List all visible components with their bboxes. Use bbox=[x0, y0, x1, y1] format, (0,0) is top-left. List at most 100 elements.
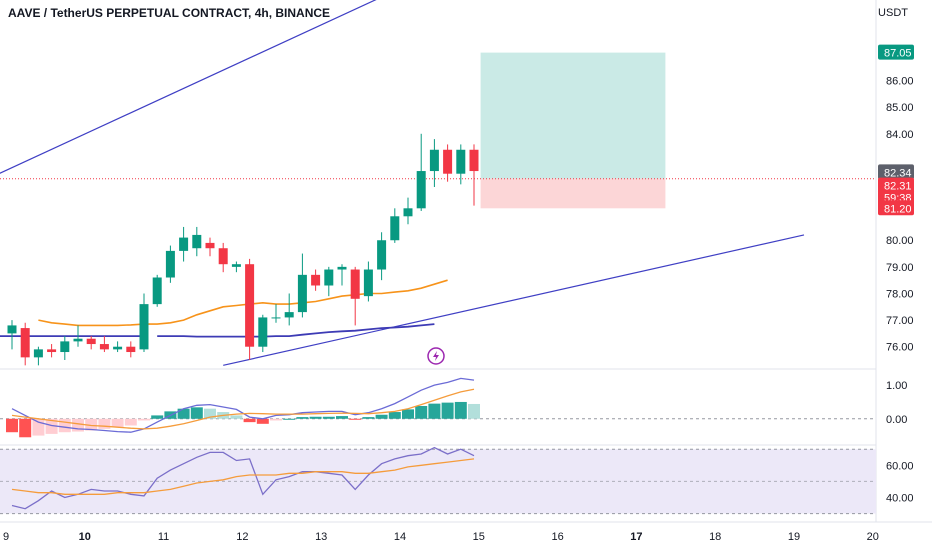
candle-body bbox=[33, 349, 43, 358]
time-tick-label: 12 bbox=[236, 531, 248, 543]
candle-body bbox=[403, 208, 413, 217]
macd-histogram-bar bbox=[454, 401, 467, 419]
candle-body bbox=[324, 269, 334, 286]
price-tag-label: 81.20 bbox=[884, 203, 912, 215]
macd-histogram-bar bbox=[32, 418, 45, 436]
candle-body bbox=[179, 237, 189, 251]
price-tag-label: 87.05 bbox=[884, 48, 912, 60]
macd-histogram-bar bbox=[336, 416, 348, 419]
macd-histogram-bar bbox=[58, 418, 71, 433]
macd-histogram-bar bbox=[243, 418, 256, 423]
macd-histogram-bar bbox=[204, 408, 216, 419]
macd-histogram-bar bbox=[230, 415, 243, 419]
price-tick-label: 86.00 bbox=[886, 76, 914, 88]
candle-body bbox=[284, 312, 294, 318]
stop-loss-zone bbox=[480, 178, 666, 209]
ma-fast-line bbox=[38, 279, 448, 327]
candle-body bbox=[152, 277, 162, 305]
trendline bbox=[223, 234, 805, 366]
macd-signal-line bbox=[11, 388, 475, 430]
candle-body bbox=[99, 344, 109, 350]
macd-tick-label: 1.00 bbox=[886, 380, 907, 392]
macd-histogram-bar bbox=[441, 402, 454, 419]
price-tag-bg bbox=[878, 200, 914, 216]
candle-body bbox=[73, 338, 83, 342]
price-tick-label: 80.00 bbox=[886, 235, 914, 247]
candle-body bbox=[113, 346, 123, 350]
candle-body bbox=[258, 317, 268, 347]
price-tick-label: 85.00 bbox=[886, 102, 914, 114]
macd-histogram-bar bbox=[309, 416, 322, 419]
candle-body bbox=[456, 149, 466, 174]
candle-body bbox=[47, 349, 57, 353]
time-tick-label: 17 bbox=[630, 531, 642, 543]
macd-histogram-bar bbox=[256, 418, 269, 424]
macd-histogram-bar bbox=[375, 414, 388, 419]
macd-histogram-bar bbox=[138, 418, 150, 421]
candle-body bbox=[271, 317, 281, 319]
macd-histogram-bar bbox=[415, 405, 428, 419]
rsi-tick-label: 60.00 bbox=[886, 460, 914, 472]
time-tick-label: 19 bbox=[788, 531, 800, 543]
time-tick-label: 16 bbox=[551, 531, 563, 543]
price-tick-label: 79.00 bbox=[886, 262, 914, 274]
lightning-glyph bbox=[433, 351, 439, 361]
macd-histogram-bar bbox=[468, 403, 480, 419]
price-tag-bg bbox=[878, 164, 914, 180]
price-unit-label: USDT bbox=[878, 7, 908, 19]
price-tag-bg bbox=[878, 44, 914, 60]
candle-body bbox=[20, 328, 30, 358]
macd-histogram-bar bbox=[349, 418, 362, 420]
candle-body bbox=[60, 341, 70, 353]
candle-body bbox=[7, 325, 17, 334]
price-tag-label: 82.34 bbox=[884, 167, 912, 179]
time-tick-label: 9 bbox=[3, 531, 9, 543]
price-tag-bg bbox=[878, 177, 914, 193]
price-tick-label: 76.00 bbox=[886, 342, 914, 354]
macd-histogram-bar bbox=[111, 418, 124, 428]
macd-histogram-bar bbox=[388, 412, 401, 419]
candle-body bbox=[350, 269, 360, 299]
price-tick-label: 84.00 bbox=[886, 129, 914, 141]
candle-body bbox=[86, 338, 96, 345]
macd-histogram-bar bbox=[177, 408, 190, 419]
candle-body bbox=[377, 240, 387, 270]
candle-body bbox=[165, 250, 175, 278]
ma-slow-line bbox=[157, 323, 435, 338]
macd-histogram-bar bbox=[283, 418, 296, 420]
macd-histogram-bar bbox=[6, 418, 18, 433]
trendline bbox=[0, 0, 377, 174]
candle-body bbox=[245, 264, 255, 347]
profit-target-zone bbox=[480, 52, 666, 179]
macd-histogram-bar bbox=[98, 418, 111, 429]
candle-body bbox=[416, 171, 426, 209]
macd-histogram-bar bbox=[45, 418, 58, 434]
rsi-line bbox=[11, 446, 475, 510]
macd-histogram-bar bbox=[270, 418, 282, 421]
candle-body bbox=[126, 346, 136, 353]
rsi-tick-label: 40.00 bbox=[886, 492, 914, 504]
macd-pane bbox=[0, 377, 876, 438]
macd-histogram-bar bbox=[362, 417, 375, 419]
candle-body bbox=[390, 216, 400, 241]
macd-histogram-bar bbox=[402, 409, 414, 419]
chart-title: AAVE / TetherUS PERPETUAL CONTRACT, 4h, … bbox=[8, 6, 331, 20]
time-tick-label: 20 bbox=[867, 531, 879, 543]
time-tick-label: 13 bbox=[315, 531, 327, 543]
candle-body bbox=[231, 264, 241, 267]
candle-body bbox=[311, 274, 321, 286]
macd-histogram-bar bbox=[428, 403, 441, 419]
time-tick-label: 11 bbox=[158, 531, 169, 543]
candle-body bbox=[192, 234, 202, 249]
rsi-pane bbox=[0, 446, 876, 515]
time-tick-label: 14 bbox=[394, 531, 406, 543]
candle-body bbox=[429, 149, 439, 172]
macd-histogram-bar bbox=[85, 418, 98, 431]
macd-histogram-bar bbox=[190, 407, 203, 419]
time-tick-label: 10 bbox=[79, 531, 91, 543]
candle-body bbox=[297, 274, 307, 313]
price-pane bbox=[0, 0, 876, 366]
candle-body bbox=[443, 149, 453, 174]
rsi-ma-line bbox=[11, 458, 475, 495]
